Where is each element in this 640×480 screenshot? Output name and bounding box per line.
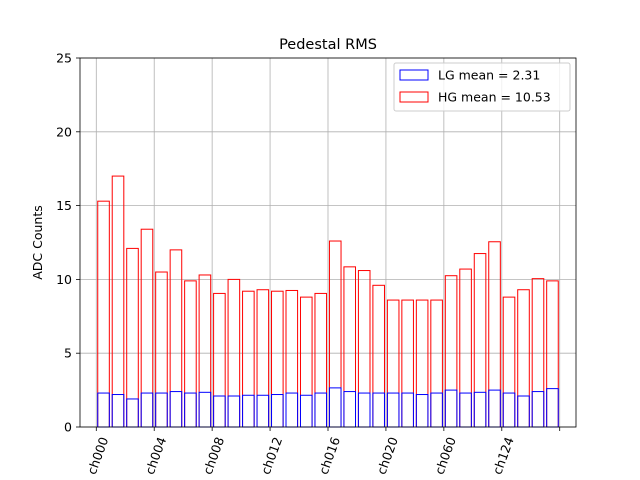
x-tick-label: ch012: [258, 435, 285, 476]
hg-bar: [401, 299, 414, 428]
x-tick-label: ch008: [200, 435, 227, 476]
legend: LG mean = 2.31 HG mean = 10.53: [393, 62, 571, 112]
hg-bar: [459, 268, 472, 428]
y-tick-label: 20: [56, 124, 72, 139]
lg-bar: [314, 392, 328, 428]
y-tick-label: 25: [56, 51, 72, 66]
hg-bar: [502, 296, 516, 428]
hg-bar: [314, 292, 328, 428]
lg-bar: [328, 387, 342, 428]
legend-swatch-lg: [399, 69, 429, 81]
hg-bar: [444, 275, 458, 428]
hg-bar: [198, 274, 212, 428]
lg-bar: [531, 391, 545, 428]
lg-bar: [155, 392, 168, 428]
hg-bar: [140, 228, 154, 428]
hg-bar: [517, 289, 530, 428]
legend-box: [393, 62, 571, 112]
y-tick-label: 5: [64, 346, 72, 361]
x-tick-label: ch016: [316, 435, 343, 476]
chart-title: Pedestal RMS: [279, 37, 377, 53]
y-tick-label: 15: [56, 198, 72, 213]
grid-lines: [80, 57, 576, 428]
hg-bar: [271, 290, 284, 428]
hg-bar: [169, 249, 183, 428]
hg-bar: [242, 290, 255, 428]
lg-bar: [488, 389, 501, 428]
x-tick-label: ch060: [432, 435, 459, 476]
ticks: ch000 ch004 ch008 ch012 ch016 ch020 ch060 ch124…: [56, 51, 561, 476]
y-axis-label: ADC Counts: [30, 205, 45, 280]
hg-bar: [343, 266, 357, 428]
hg-bar: [285, 289, 299, 428]
lg-bar: [546, 388, 559, 428]
lg-bar: [140, 392, 154, 428]
lg-bar: [343, 391, 357, 428]
hg-bar: [184, 280, 197, 428]
hg-bar: [488, 241, 501, 428]
lg-bar: [415, 394, 429, 428]
hg-bar: [546, 280, 559, 428]
hg-bar: [111, 175, 125, 428]
lg-bar: [401, 392, 414, 428]
lg-bar: [227, 395, 241, 428]
lg-bar: [126, 398, 139, 428]
x-tick-label: ch000: [84, 435, 111, 476]
hg-bar: [386, 299, 400, 428]
lg-bar: [285, 392, 299, 428]
lg-bar: [517, 395, 530, 428]
x-tick-label: ch004: [142, 435, 169, 476]
lg-bar: [97, 392, 110, 428]
lg-bar: [473, 391, 487, 428]
legend-label-lg: LG mean = 2.31: [438, 68, 540, 83]
legend-label-hg: HG mean = 10.53: [438, 90, 551, 105]
y-tick-label: 0: [64, 420, 72, 435]
lg-bar: [386, 392, 400, 428]
lg-bar: [502, 392, 516, 428]
hg-bar: [155, 271, 168, 428]
hg-bar: [430, 299, 443, 428]
hg-bar: [357, 270, 371, 428]
lg-bar: [357, 392, 371, 428]
hg-bar: [328, 240, 342, 428]
lg-bar: [430, 392, 443, 428]
hg-bar: [299, 296, 313, 428]
legend-swatch-hg: [399, 91, 429, 103]
lg-bar: [444, 389, 458, 428]
lg-bar: [299, 394, 313, 428]
hg-bar: [415, 299, 429, 428]
lg-bar: [213, 395, 226, 428]
lg-bar: [184, 392, 197, 428]
lg-bar: [459, 392, 472, 428]
lg-bar: [242, 394, 255, 428]
y-tick-label: 10: [56, 272, 72, 287]
hg-bar: [256, 289, 270, 428]
hg-bar: [126, 247, 139, 428]
x-tick-label: ch124: [490, 435, 517, 476]
lg-bar: [271, 394, 284, 428]
hg-bar: [213, 292, 226, 428]
lg-bar: [198, 391, 212, 428]
hg-bar: [372, 284, 385, 428]
lg-bar: [169, 391, 183, 428]
lg-bar: [372, 392, 385, 428]
lg-bar: [111, 394, 125, 428]
x-tick-label: ch020: [374, 435, 401, 476]
lg-bar: [256, 394, 270, 428]
